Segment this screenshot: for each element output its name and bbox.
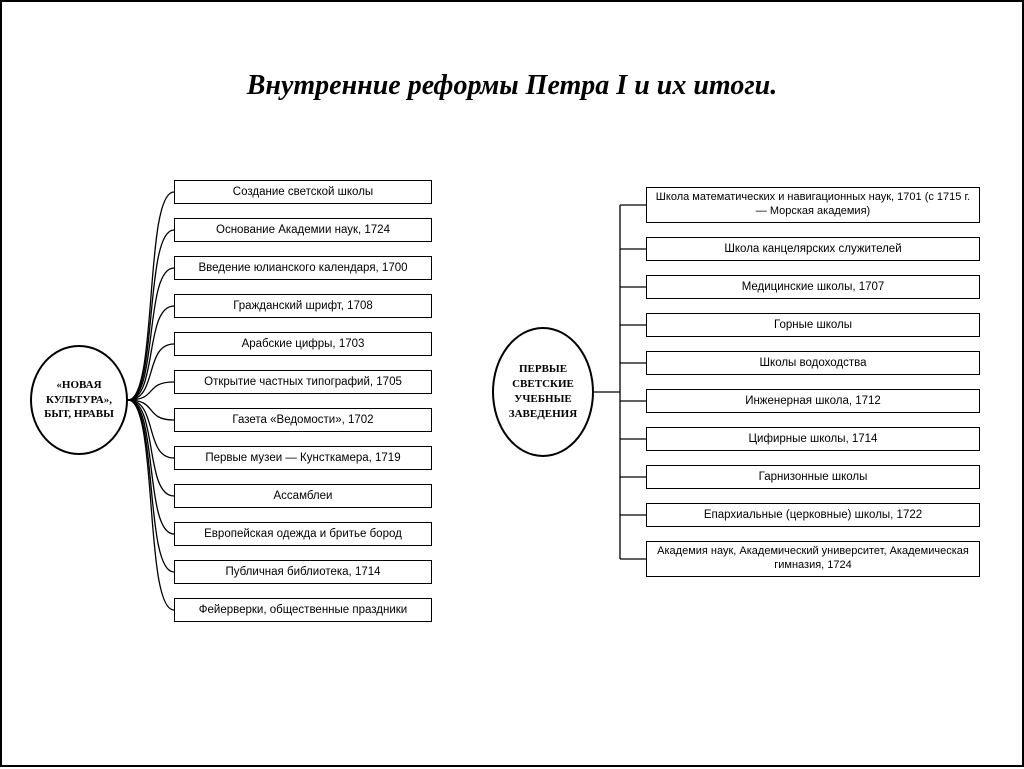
left-item-label: Создание светской школы <box>233 185 373 199</box>
left-item-label: Газета «Ведомости», 1702 <box>232 413 373 427</box>
hub-schools: ПЕРВЫЕ СВЕТСКИЕ УЧЕБНЫЕ ЗАВЕДЕНИЯ <box>492 327 594 457</box>
left-item: Создание светской школы <box>174 180 432 204</box>
right-item: Школа канцелярских служителей <box>646 237 980 261</box>
right-item: Горные школы <box>646 313 980 337</box>
right-item: Школа математических и навигационных нау… <box>646 187 980 223</box>
right-item-label: Академия наук, Академический университет… <box>653 545 973 573</box>
hub-schools-label: ПЕРВЫЕ СВЕТСКИЕ УЧЕБНЫЕ ЗАВЕДЕНИЯ <box>498 362 588 421</box>
left-item: Открытие частных типографий, 1705 <box>174 370 432 394</box>
left-item-label: Открытие частных типографий, 1705 <box>204 375 402 389</box>
left-item-label: Основание Академии наук, 1724 <box>216 223 390 237</box>
left-item: Газета «Ведомости», 1702 <box>174 408 432 432</box>
left-item: Введение юлианского календаря, 1700 <box>174 256 432 280</box>
hub-culture: «НОВАЯ КУЛЬТУРА», БЫТ, НРАВЫ <box>30 345 128 455</box>
right-item-label: Горные школы <box>774 318 852 332</box>
right-item-label: Медицинские школы, 1707 <box>742 280 885 294</box>
right-item: Цифирные школы, 1714 <box>646 427 980 451</box>
right-item-label: Гарнизонные школы <box>759 470 868 484</box>
left-item-label: Гражданский шрифт, 1708 <box>233 299 373 313</box>
right-item: Академия наук, Академический университет… <box>646 541 980 577</box>
right-item-label: Цифирные школы, 1714 <box>749 432 878 446</box>
left-item-label: Введение юлианского календаря, 1700 <box>198 261 407 275</box>
left-item: Европейская одежда и бритье бород <box>174 522 432 546</box>
hub-culture-label: «НОВАЯ КУЛЬТУРА», БЫТ, НРАВЫ <box>36 378 122 423</box>
right-item: Гарнизонные школы <box>646 465 980 489</box>
left-item: Первые музеи — Кунсткамера, 1719 <box>174 446 432 470</box>
left-item: Основание Академии наук, 1724 <box>174 218 432 242</box>
right-item: Инженерная школа, 1712 <box>646 389 980 413</box>
right-item: Медицинские школы, 1707 <box>646 275 980 299</box>
right-item-label: Школа математических и навигационных нау… <box>653 191 973 219</box>
left-item-label: Публичная библиотека, 1714 <box>225 565 380 579</box>
right-item-label: Школы водоходства <box>760 356 867 370</box>
right-item-label: Епархиальные (церковные) школы, 1722 <box>704 508 922 522</box>
right-item: Школы водоходства <box>646 351 980 375</box>
page-title: Внутренние реформы Петра I и их итоги. <box>2 70 1022 102</box>
left-item: Публичная библиотека, 1714 <box>174 560 432 584</box>
left-item: Гражданский шрифт, 1708 <box>174 294 432 318</box>
right-item: Епархиальные (церковные) школы, 1722 <box>646 503 980 527</box>
left-item-label: Арабские цифры, 1703 <box>242 337 365 351</box>
left-item: Арабские цифры, 1703 <box>174 332 432 356</box>
right-item-label: Школа канцелярских служителей <box>724 242 901 256</box>
right-item-label: Инженерная школа, 1712 <box>745 394 881 408</box>
left-item-label: Европейская одежда и бритье бород <box>204 527 402 541</box>
left-item: Фейерверки, общественные праздники <box>174 598 432 622</box>
left-item-label: Первые музеи — Кунсткамера, 1719 <box>205 451 400 465</box>
left-item: Ассамблеи <box>174 484 432 508</box>
left-item-label: Фейерверки, общественные праздники <box>199 603 407 617</box>
left-item-label: Ассамблеи <box>274 489 333 503</box>
